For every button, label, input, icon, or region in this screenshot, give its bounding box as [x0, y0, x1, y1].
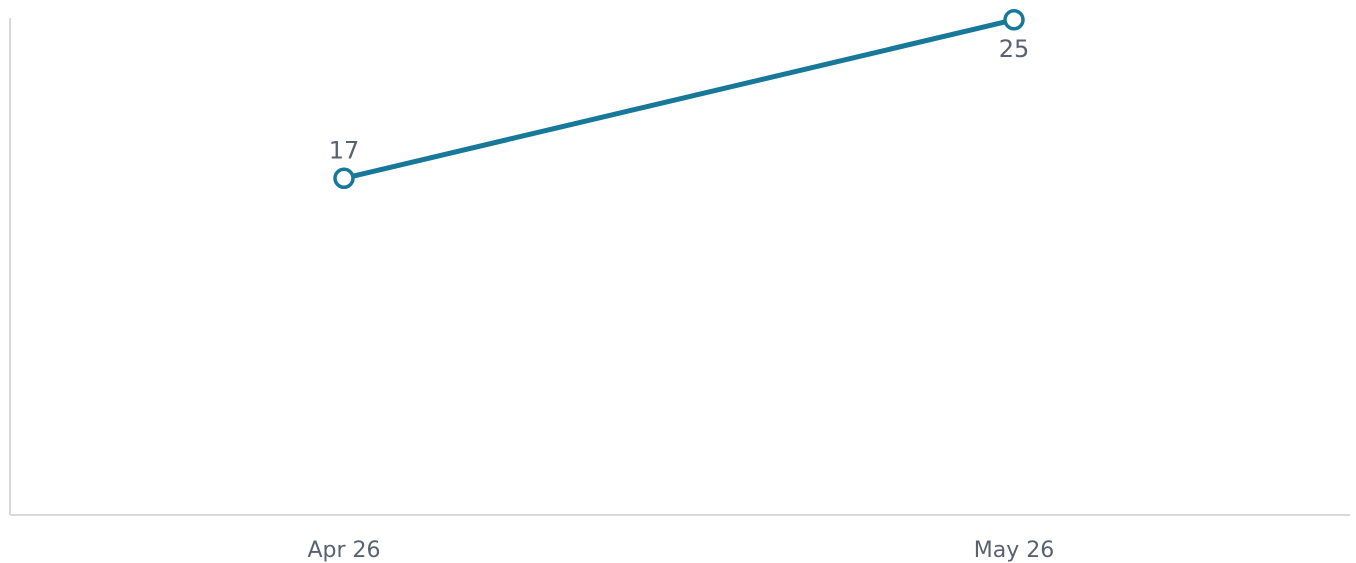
x-tick-label: Apr 26: [307, 538, 380, 563]
x-tick-labels: Apr 26 May 26: [307, 538, 1054, 563]
series-layer: [333, 9, 1025, 190]
series-line: [341, 17, 1017, 181]
x-tick-label: May 26: [974, 538, 1054, 563]
data-label: 25: [999, 35, 1030, 63]
data-label: 17: [329, 136, 360, 164]
data-point[interactable]: [333, 167, 355, 190]
data-point[interactable]: [1003, 9, 1025, 31]
